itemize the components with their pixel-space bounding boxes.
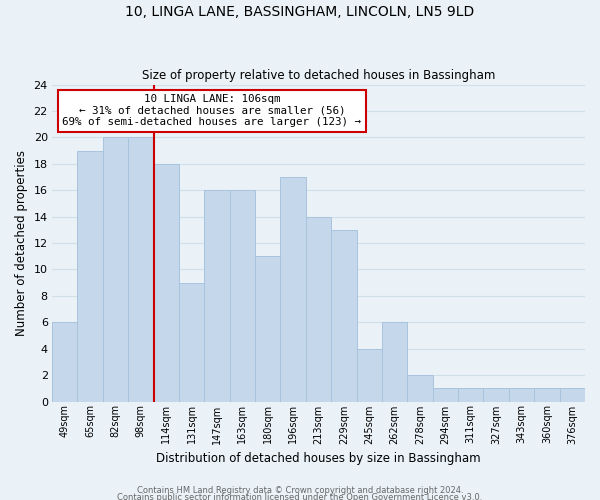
Text: 10, LINGA LANE, BASSINGHAM, LINCOLN, LN5 9LD: 10, LINGA LANE, BASSINGHAM, LINCOLN, LN5… xyxy=(125,5,475,19)
Bar xyxy=(204,190,230,402)
Bar xyxy=(103,138,128,402)
Bar xyxy=(331,230,356,402)
Bar xyxy=(128,138,154,402)
Bar xyxy=(534,388,560,402)
Bar xyxy=(52,322,77,402)
Bar xyxy=(560,388,585,402)
Title: Size of property relative to detached houses in Bassingham: Size of property relative to detached ho… xyxy=(142,69,495,82)
Bar xyxy=(509,388,534,402)
Bar xyxy=(280,177,306,402)
Bar xyxy=(255,256,280,402)
X-axis label: Distribution of detached houses by size in Bassingham: Distribution of detached houses by size … xyxy=(156,452,481,465)
Bar xyxy=(179,282,204,402)
Bar xyxy=(484,388,509,402)
Bar xyxy=(458,388,484,402)
Bar xyxy=(407,375,433,402)
Bar xyxy=(382,322,407,402)
Text: Contains HM Land Registry data © Crown copyright and database right 2024.: Contains HM Land Registry data © Crown c… xyxy=(137,486,463,495)
Y-axis label: Number of detached properties: Number of detached properties xyxy=(15,150,28,336)
Text: Contains public sector information licensed under the Open Government Licence v3: Contains public sector information licen… xyxy=(118,494,482,500)
Bar xyxy=(230,190,255,402)
Bar xyxy=(356,348,382,402)
Bar xyxy=(433,388,458,402)
Text: 10 LINGA LANE: 106sqm
← 31% of detached houses are smaller (56)
69% of semi-deta: 10 LINGA LANE: 106sqm ← 31% of detached … xyxy=(62,94,361,128)
Bar xyxy=(306,216,331,402)
Bar xyxy=(77,150,103,402)
Bar xyxy=(154,164,179,402)
